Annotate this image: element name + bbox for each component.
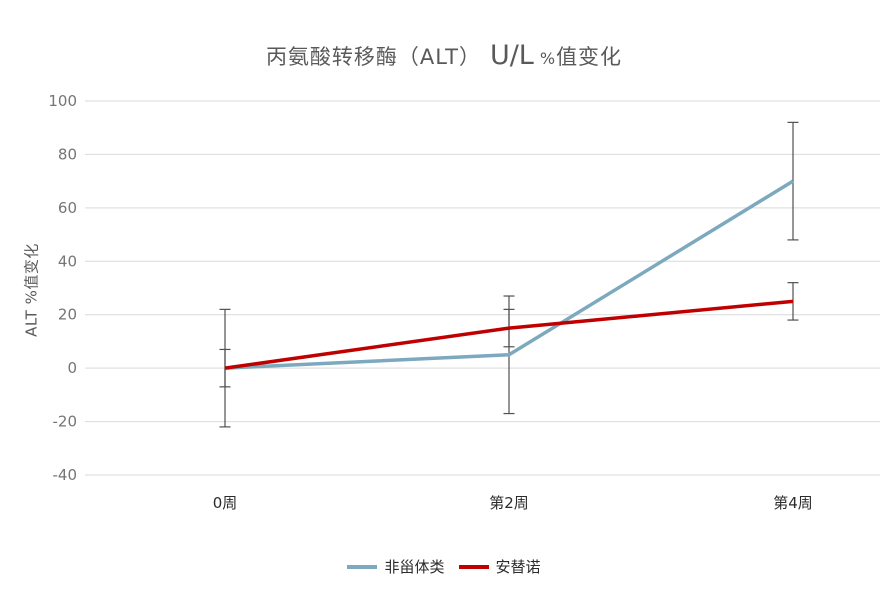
chart-title-percent: % xyxy=(539,49,556,68)
y-axis-tick-labels: 100 80 60 40 20 0 -20 -40 xyxy=(48,92,77,484)
x-category-label: 第2周 xyxy=(489,494,529,512)
legend-line-swatch-series-2 xyxy=(458,564,489,569)
y-tick-label: 40 xyxy=(58,252,77,270)
series-line-2 xyxy=(224,299,794,370)
chart-title: 丙氨酸转移酶（ALT） U/L %值变化 xyxy=(0,40,888,71)
legend-item-series-1[interactable]: 非甾体类 xyxy=(347,556,445,577)
x-category-label: 0周 xyxy=(213,494,238,512)
gridlines xyxy=(85,100,880,476)
legend-label-series-1: 非甾体类 xyxy=(384,558,445,576)
chart-title-unit: U/L xyxy=(489,40,534,71)
y-tick-label: 0 xyxy=(67,359,77,377)
x-category-label: 第4周 xyxy=(773,494,813,512)
legend-item-series-2[interactable]: 安替诺 xyxy=(458,556,541,577)
legend: 非甾体类 安替诺 xyxy=(0,556,888,577)
y-tick-label: -20 xyxy=(53,413,78,431)
x-axis-category-labels: 0周 第2周 第4周 xyxy=(213,494,813,512)
series-line-1 xyxy=(224,179,794,370)
y-tick-label: -40 xyxy=(53,466,78,484)
legend-line-swatch-series-1 xyxy=(347,564,378,569)
legend-label-series-2: 安替诺 xyxy=(495,558,541,576)
y-tick-label: 100 xyxy=(48,92,77,110)
chart-title-suffix: 值变化 xyxy=(556,45,623,69)
y-tick-label: 20 xyxy=(58,306,77,324)
y-tick-label: 60 xyxy=(58,199,77,217)
chart-title-main: 丙氨酸转移酶（ALT） xyxy=(265,45,481,69)
y-tick-label: 80 xyxy=(58,145,77,163)
error-bars xyxy=(219,121,799,428)
